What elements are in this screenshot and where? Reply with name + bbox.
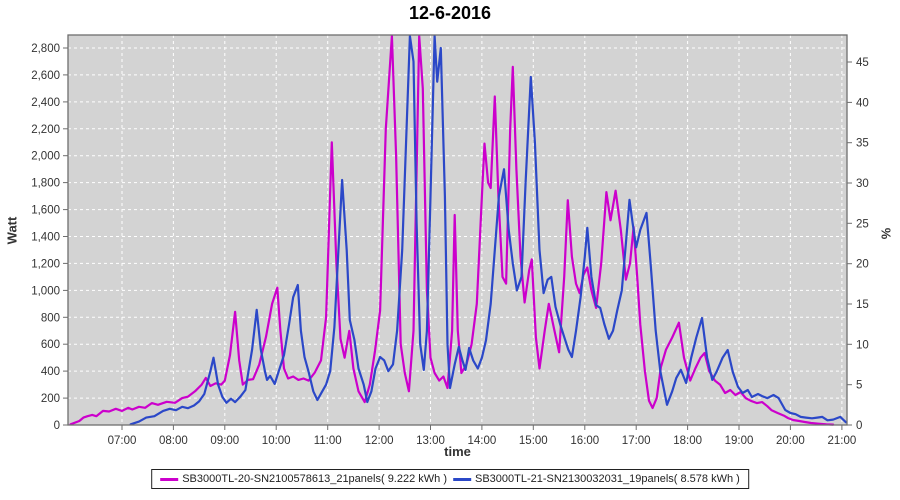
bottom-tick-label: 08:00 [159, 435, 188, 447]
bottom-tick-label: 09:00 [210, 435, 239, 447]
bottom-tick-label: 14:00 [468, 435, 497, 447]
left-tick-label: 1,600 [31, 205, 60, 217]
bottom-tick-label: 21:00 [828, 435, 857, 447]
right-tick-label: 35 [856, 138, 869, 150]
plot-area [68, 35, 847, 425]
left-tick-label: 2,000 [31, 151, 60, 163]
left-tick-label: 2,200 [31, 124, 60, 136]
bottom-tick-label: 12:00 [365, 435, 394, 447]
x-axis-label: time [444, 444, 471, 459]
left-tick-label: 1,200 [31, 258, 60, 270]
legend-label: SB3000TL-20-SN2100578613_21panels( 9.222… [182, 473, 447, 485]
bottom-tick-label: 18:00 [673, 435, 702, 447]
bottom-tick-label: 10:00 [262, 435, 291, 447]
series-line-blue [129, 34, 848, 426]
left-tick-label: 200 [41, 393, 60, 405]
legend-label: SB3000TL-21-SN2130032031_19panels( 8.578… [475, 473, 740, 485]
bottom-tick-label: 17:00 [622, 435, 651, 447]
right-tick-label: 5 [856, 380, 862, 392]
bottom-tick-label: 13:00 [416, 435, 445, 447]
left-tick-label: 0 [54, 420, 60, 432]
bottom-tick-label: 11:00 [314, 435, 342, 447]
left-axis-label: Watt [4, 216, 20, 245]
right-tick-label: 20 [856, 259, 869, 271]
left-tick-label: 1,800 [31, 178, 60, 190]
left-tick-label: 2,800 [31, 43, 60, 55]
plot-border [67, 34, 848, 426]
bottom-tick-label: 07:00 [108, 435, 137, 447]
left-tick-label: 1,400 [31, 232, 60, 244]
left-tick-label: 2,400 [31, 97, 60, 109]
chart-title: 12-6-2016 [408, 3, 492, 23]
bottom-tick-label: 19:00 [725, 435, 754, 447]
right-tick-label: 40 [856, 97, 869, 109]
legend-entry-inverter-21: SB3000TL-21-SN2130032031_19panels( 8.578… [453, 473, 740, 485]
right-tick-label: 10 [856, 339, 869, 351]
right-axis-label: % [878, 227, 894, 240]
left-tick-label: 2,600 [31, 70, 60, 82]
left-tick-label: 400 [41, 366, 60, 378]
legend-box: SB3000TL-20-SN2100578613_21panels( 9.222… [151, 469, 749, 489]
legend-entry-inverter-20: SB3000TL-20-SN2100578613_21panels( 9.222… [160, 473, 447, 485]
right-tick-label: 0 [856, 420, 862, 432]
magenta-line-swatch-icon [160, 477, 179, 481]
left-tick-label: 800 [41, 312, 60, 324]
right-tick-label: 25 [856, 218, 869, 230]
bottom-tick-label: 16:00 [570, 435, 599, 447]
left-tick-label: 600 [41, 339, 60, 351]
bottom-tick-label: 15:00 [519, 435, 548, 447]
left-tick-label: 1,000 [31, 285, 60, 297]
right-tick-label: 15 [856, 299, 869, 311]
blue-line-swatch-icon [453, 477, 471, 481]
right-tick-label: 45 [856, 57, 869, 69]
bottom-tick-label: 20:00 [776, 435, 805, 447]
right-tick-label: 30 [856, 178, 869, 190]
